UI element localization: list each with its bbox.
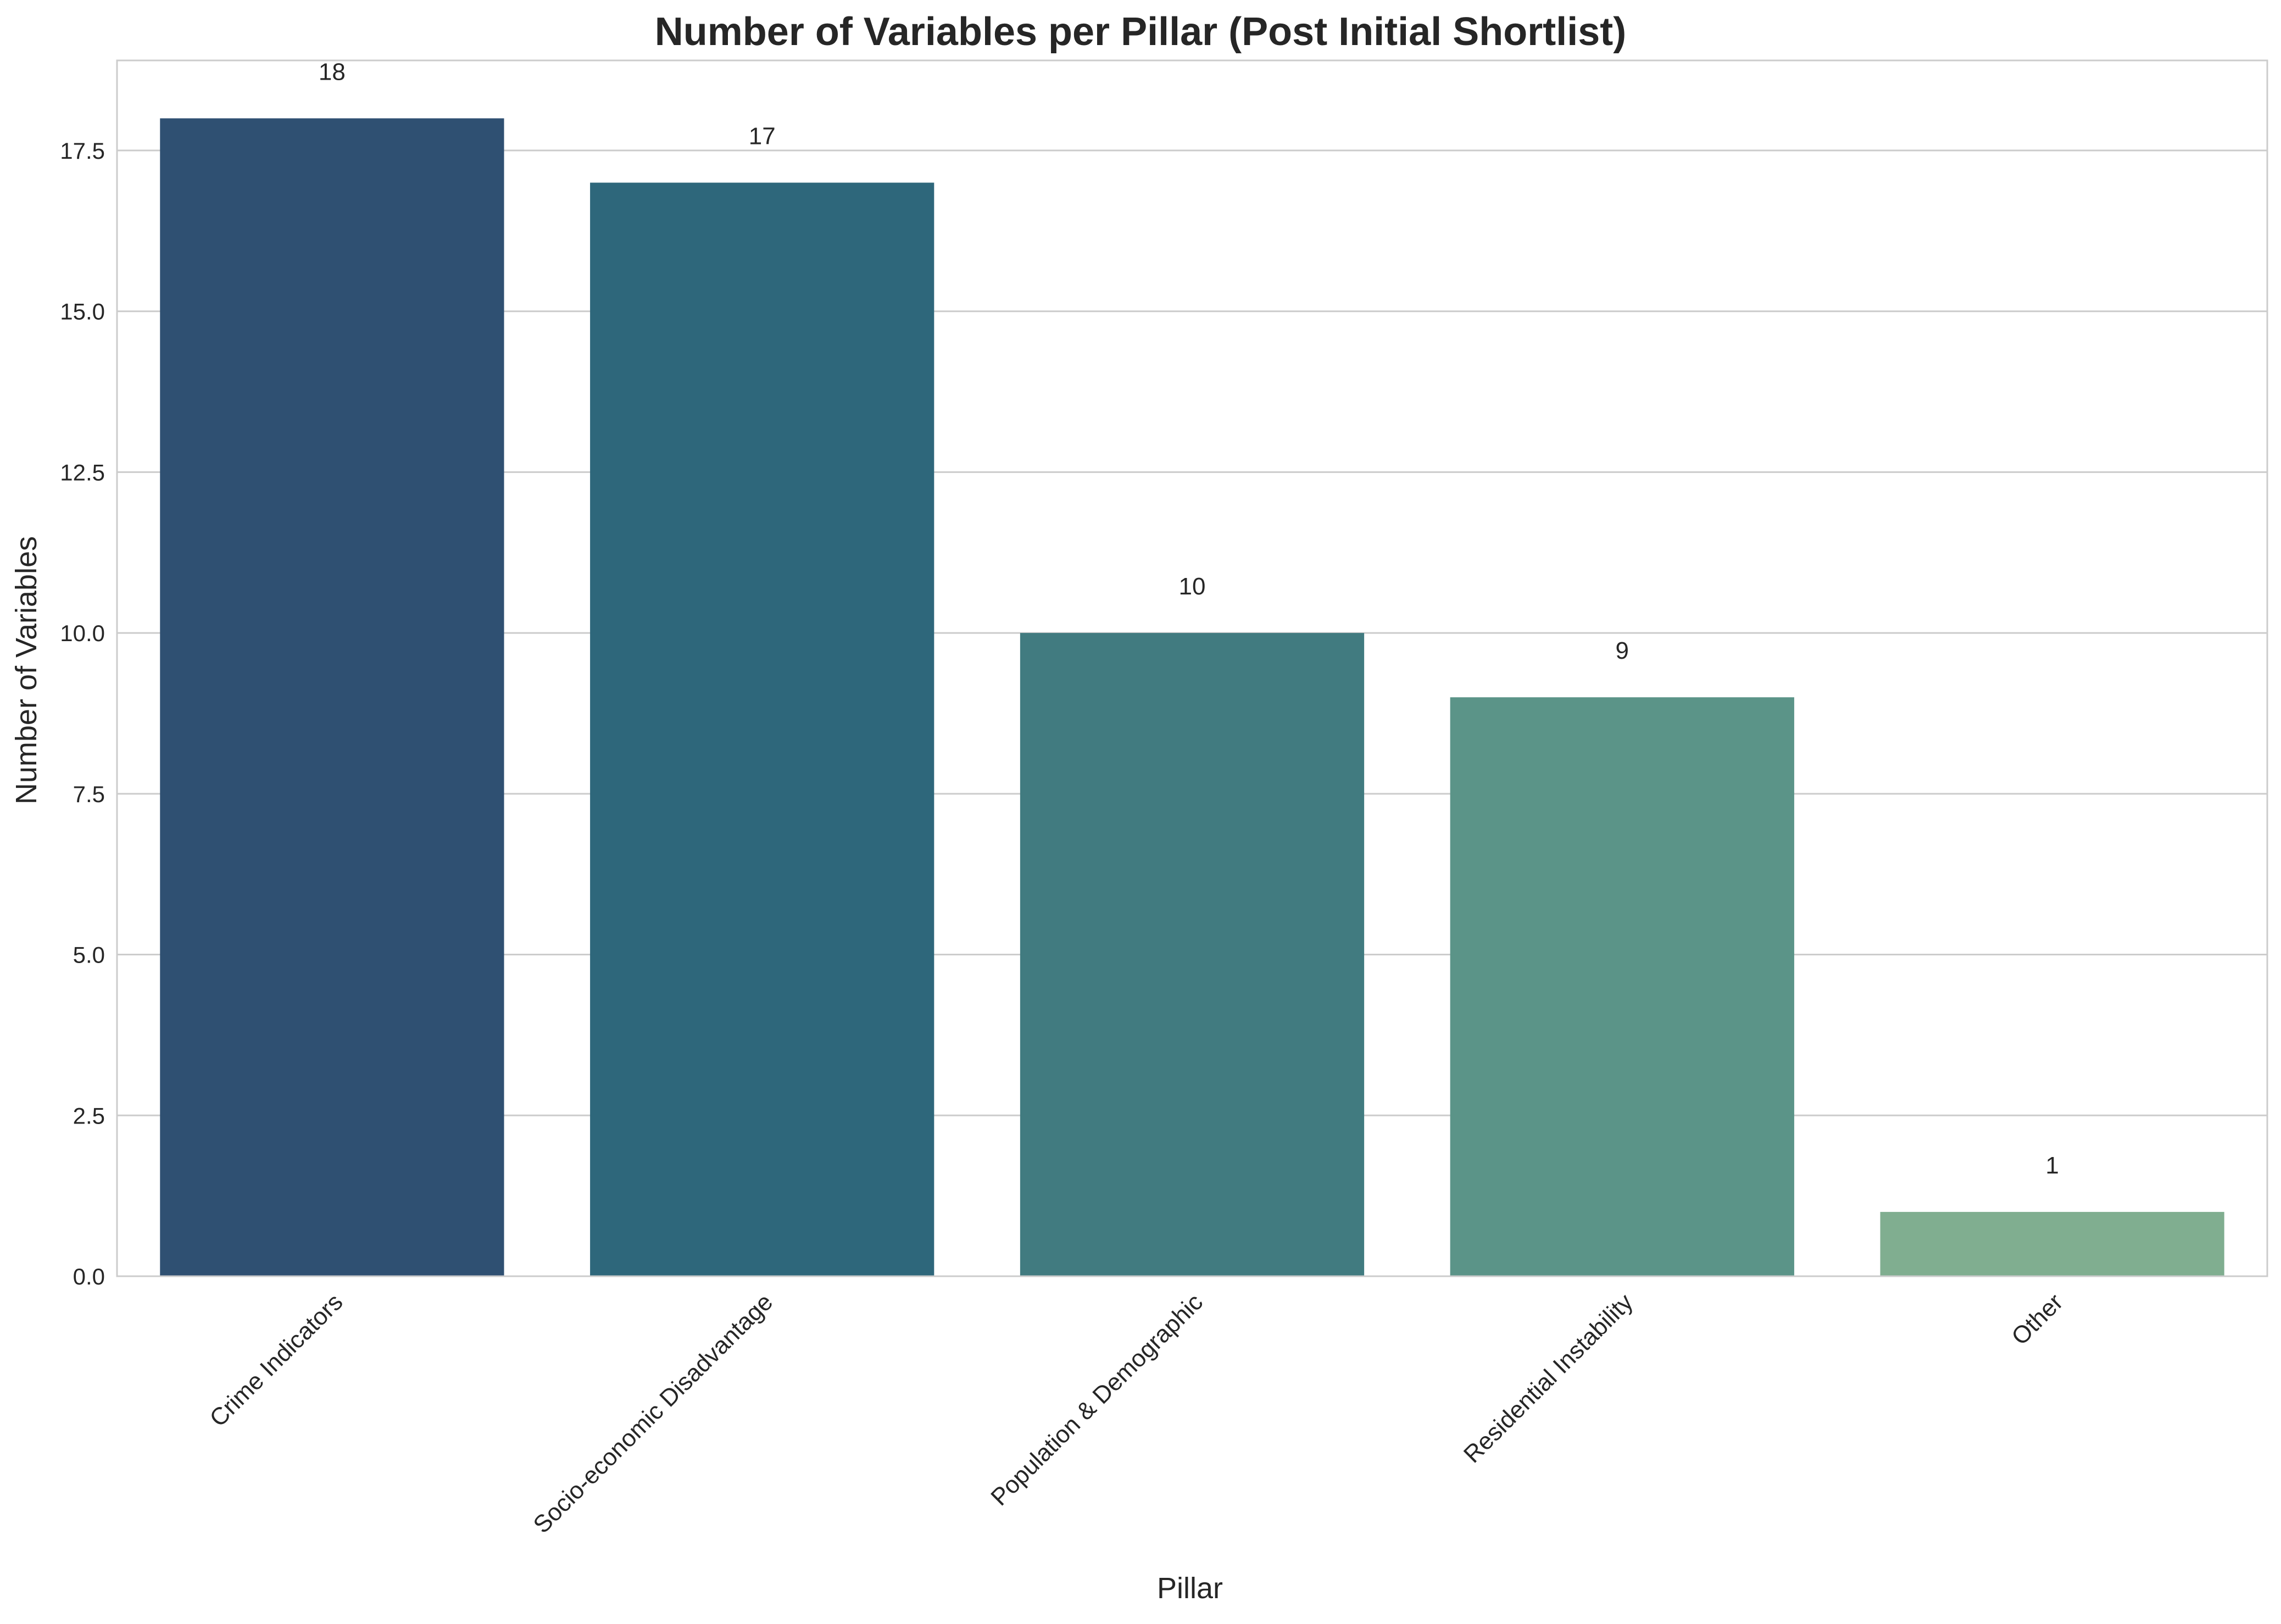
plot-frame [116,59,2268,1277]
bar [160,118,504,1277]
bar [1880,1211,2224,1276]
chart-title: Number of Variables per Pillar (Post Ini… [655,10,1626,54]
y-tick-label: 15.0 [60,299,105,325]
y-tick-label: 10.0 [60,620,105,646]
bar-value-label: 10 [1179,573,1206,600]
bars [160,118,2224,1277]
y-axis-label: Number of Variables [10,536,43,804]
data-labels: 18 17 10 9 1 [319,58,2059,1179]
y-tick-label: 7.5 [73,781,105,807]
y-tick-label: 0.0 [73,1264,105,1289]
bar-value-label: 18 [319,58,346,85]
bar [1020,633,1365,1276]
y-tick-label: 17.5 [60,138,105,164]
x-axis-label: Pillar [1157,1572,1223,1605]
bar-value-label: 9 [1616,637,1629,664]
bar [590,182,934,1276]
y-tick-label: 12.5 [60,459,105,485]
y-tick-label: 5.0 [73,942,105,968]
y-tick-label: 2.5 [73,1103,105,1128]
bar-value-label: 1 [2045,1152,2059,1179]
bar-value-label: 17 [749,123,776,149]
bar [1450,697,1794,1276]
